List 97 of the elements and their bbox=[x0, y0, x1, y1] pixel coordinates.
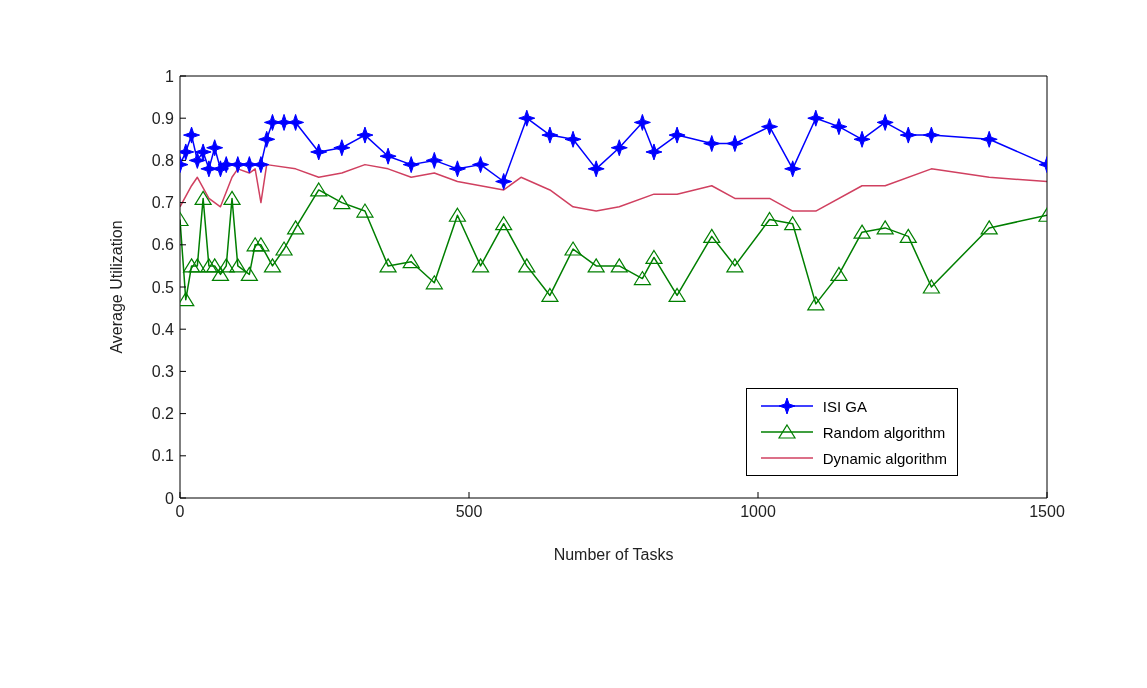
point bbox=[229, 258, 247, 273]
point bbox=[252, 156, 270, 174]
legend-label: Random algorithm bbox=[822, 423, 946, 441]
point bbox=[379, 258, 397, 273]
point bbox=[541, 287, 559, 303]
point bbox=[876, 113, 894, 131]
y-tick-label: 0.8 bbox=[151, 152, 175, 170]
point bbox=[633, 113, 651, 131]
point bbox=[356, 203, 374, 218]
point bbox=[899, 228, 917, 243]
y-tick-label: 0.6 bbox=[151, 236, 175, 254]
point bbox=[645, 249, 663, 265]
point bbox=[448, 207, 467, 222]
point bbox=[472, 156, 490, 174]
point bbox=[564, 241, 582, 256]
y-tick-label: 1 bbox=[165, 67, 175, 85]
point bbox=[633, 270, 651, 286]
point bbox=[807, 296, 825, 311]
y-tick-label: 0.7 bbox=[151, 194, 175, 212]
point bbox=[587, 258, 605, 273]
point bbox=[807, 109, 825, 127]
point bbox=[853, 130, 871, 148]
point bbox=[246, 237, 264, 252]
point bbox=[223, 190, 241, 205]
y-axis-title: Average Utilization bbox=[107, 220, 125, 354]
point bbox=[379, 147, 397, 165]
point bbox=[610, 139, 628, 157]
y-tick-label: 0.3 bbox=[151, 363, 175, 381]
legend-label: ISI GA bbox=[822, 397, 867, 415]
point bbox=[310, 182, 328, 197]
x-tick-label: 1500 bbox=[1029, 503, 1065, 521]
point bbox=[425, 275, 443, 290]
y-tick-label: 0 bbox=[165, 489, 175, 507]
y-tick-label: 0.4 bbox=[151, 320, 175, 338]
point bbox=[333, 195, 351, 210]
point bbox=[645, 143, 663, 161]
point bbox=[263, 258, 282, 273]
point bbox=[518, 258, 536, 273]
point bbox=[495, 216, 513, 231]
point bbox=[703, 228, 721, 243]
point bbox=[922, 279, 940, 294]
point bbox=[275, 241, 293, 256]
point bbox=[240, 266, 258, 281]
point bbox=[853, 224, 871, 239]
point bbox=[217, 258, 235, 273]
point bbox=[356, 126, 374, 144]
point bbox=[287, 220, 305, 235]
point bbox=[784, 160, 802, 178]
point bbox=[333, 139, 351, 157]
point bbox=[310, 143, 328, 161]
y-tick-label: 0.9 bbox=[151, 109, 175, 127]
point bbox=[899, 126, 917, 144]
point bbox=[980, 130, 998, 148]
point bbox=[518, 109, 536, 127]
point bbox=[610, 258, 628, 273]
point bbox=[252, 237, 270, 252]
point bbox=[784, 216, 802, 231]
point bbox=[194, 190, 212, 205]
point bbox=[760, 211, 779, 227]
point bbox=[188, 151, 206, 169]
point bbox=[830, 118, 848, 136]
point bbox=[402, 254, 420, 269]
point bbox=[448, 160, 466, 178]
y-tick-label: 0.1 bbox=[151, 447, 175, 465]
point bbox=[541, 126, 559, 144]
x-tick-label: 500 bbox=[455, 503, 483, 521]
point bbox=[726, 135, 744, 153]
y-tick-label: 0.5 bbox=[151, 278, 175, 296]
point bbox=[425, 151, 443, 169]
point bbox=[703, 135, 721, 153]
point bbox=[206, 139, 224, 157]
point bbox=[564, 130, 582, 148]
point bbox=[211, 266, 230, 281]
point bbox=[922, 126, 940, 144]
y-tick-label: 0.2 bbox=[151, 405, 175, 423]
point bbox=[668, 126, 686, 144]
point bbox=[200, 258, 218, 273]
point bbox=[194, 143, 212, 161]
point bbox=[761, 118, 779, 136]
point bbox=[183, 126, 201, 144]
point bbox=[830, 266, 848, 281]
point bbox=[726, 258, 744, 273]
point bbox=[206, 258, 224, 273]
point bbox=[287, 113, 305, 131]
point bbox=[188, 258, 206, 273]
legend-label: Dynamic algorithm bbox=[822, 449, 947, 467]
point bbox=[876, 220, 894, 235]
point bbox=[668, 287, 686, 303]
point bbox=[587, 160, 605, 178]
point bbox=[402, 156, 420, 174]
point bbox=[471, 258, 490, 273]
point bbox=[258, 130, 276, 148]
point bbox=[980, 220, 998, 235]
x-tick-label: 1000 bbox=[740, 503, 776, 521]
point bbox=[182, 258, 201, 273]
x-axis-title: Number of Tasks bbox=[553, 546, 674, 563]
point bbox=[495, 173, 513, 190]
